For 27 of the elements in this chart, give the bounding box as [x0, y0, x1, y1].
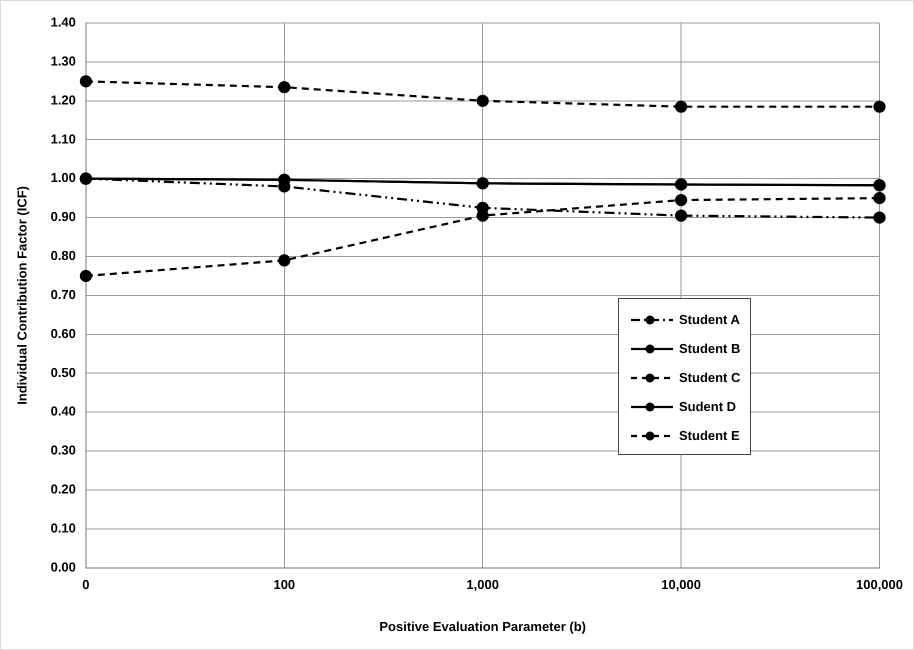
legend-label: Student B: [679, 341, 740, 356]
x-tick-label: 10,000: [661, 577, 701, 592]
y-tick-label: 0.00: [50, 559, 76, 574]
y-tick-label: 0.10: [50, 520, 76, 536]
y-tick-label: 0.40: [50, 404, 76, 419]
x-tick-label: 100: [273, 577, 296, 592]
y-axis-title: Individual Contribution Factor (ICF): [14, 186, 30, 405]
y-tick-label: 0.30: [50, 442, 76, 458]
y-tick-label: 1.30: [50, 53, 76, 68]
y-tick-label: 1.20: [50, 92, 76, 108]
legend-label: Sudent D: [679, 399, 736, 414]
y-tick-label: 0.70: [50, 286, 76, 302]
y-tick-label: 0.80: [50, 248, 76, 264]
y-tick-label: 0.50: [50, 364, 76, 380]
x-tick-label: 0: [82, 577, 90, 592]
legend-label: Student C: [679, 370, 740, 385]
x-tick-label: 1,000: [466, 577, 499, 592]
y-tick-label: 0.90: [50, 209, 76, 224]
y-tick-label: 0.60: [50, 326, 76, 341]
y-tick-label: 0.20: [50, 482, 76, 497]
y-tick-label: 1.00: [50, 170, 76, 186]
y-tick-label: 1.10: [50, 131, 76, 146]
x-tick-label: 100,000: [856, 577, 904, 592]
legend-label: Student E: [679, 428, 740, 443]
y-tick-label: 1.40: [50, 14, 76, 30]
x-axis-title: Positive Evaluation Parameter (b): [379, 618, 586, 634]
legend-label: Student A: [679, 312, 740, 327]
